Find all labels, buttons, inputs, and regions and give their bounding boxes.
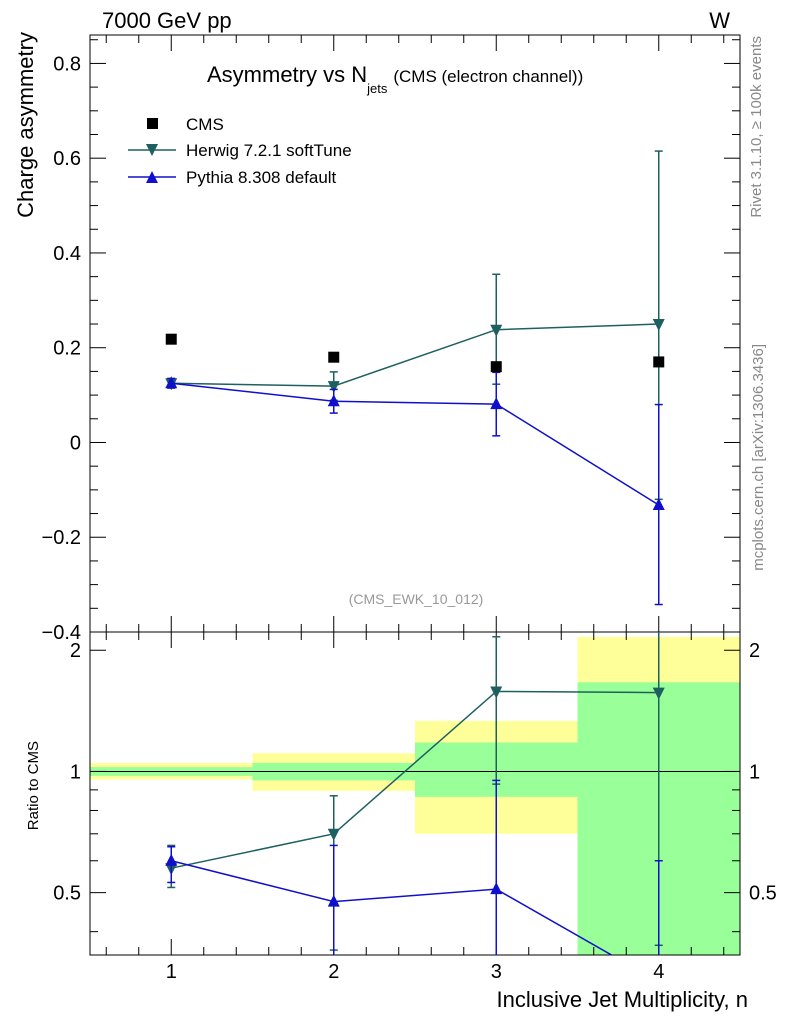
- axes: −0.4 −0.2 0 0.2 0.4 0.6 0.8 0.5 0.5 1 1 2 2 1 2 3 4: [42, 34, 777, 983]
- cms-marker: [165, 333, 177, 345]
- main-ytick-label: 0.8: [53, 53, 81, 75]
- legend-label-pythia: Pythia 8.308 default: [186, 168, 337, 187]
- legend-marker-herwig: [146, 144, 158, 156]
- cms-marker: [653, 356, 665, 368]
- herwig-line-ratio: [171, 690, 659, 869]
- pythia-marker-main: [652, 498, 665, 511]
- ratio-ytick-label-right: 2: [749, 640, 760, 662]
- main-ytick-label: 0.4: [53, 243, 81, 265]
- x-tick-label: 2: [328, 961, 339, 983]
- header-left: 7000 GeV pp: [102, 8, 232, 33]
- pythia-marker-main: [490, 397, 503, 410]
- ratio-ytick-label-right: 1: [749, 761, 760, 783]
- series-layer: [165, 150, 665, 955]
- herwig-marker-main: [327, 381, 340, 394]
- legend-marker-pythia: [146, 171, 158, 183]
- side-label-rivet: Rivet 3.1.10, ≥ 100k events: [748, 36, 765, 218]
- side-label-mcplots: mcplots.cern.ch [arXiv:1306.3436]: [750, 344, 767, 571]
- x-tick-label: 1: [166, 961, 177, 983]
- y-axis-label-main: Charge asymmetry: [13, 32, 38, 218]
- chart-title-main: Asymmetry vs N: [207, 62, 367, 87]
- chart-title: Asymmetry vs Njets (CMS (electron channel…: [207, 62, 583, 96]
- herwig-marker-ratio: [327, 828, 340, 841]
- x-axis-label: Inclusive Jet Multiplicity, n: [497, 987, 748, 1012]
- pythia-line-ratio: [171, 860, 614, 955]
- legend-label-cms: CMS: [186, 115, 224, 134]
- header-right: W: [709, 8, 730, 33]
- herwig-marker-ratio: [490, 686, 503, 699]
- chart-title-sub: jets: [366, 81, 388, 96]
- x-tick-label: 4: [653, 961, 664, 983]
- cms-marker: [490, 361, 502, 373]
- herwig-marker-main: [490, 324, 503, 337]
- pythia-marker-ratio: [490, 882, 503, 895]
- herwig-marker-main: [652, 319, 665, 332]
- pythia-marker-main: [327, 394, 340, 407]
- cms-marker: [328, 351, 340, 363]
- legend-label-herwig: Herwig 7.2.1 softTune: [186, 141, 352, 160]
- legend-marker-cms: [147, 118, 158, 129]
- ratio-ytick-label-left: 0.5: [53, 883, 81, 905]
- ratio-ytick-label-left: 2: [70, 640, 81, 662]
- herwig-line-main: [171, 323, 659, 387]
- herwig-marker-ratio: [652, 687, 665, 700]
- main-ytick-label: −0.2: [42, 527, 81, 549]
- x-tick-label: 3: [491, 961, 502, 983]
- main-ytick-label: 0.2: [53, 338, 81, 360]
- pythia-marker-main: [165, 376, 178, 389]
- y-axis-label-ratio: Ratio to CMS: [25, 741, 42, 830]
- ratio-ytick-label-left: 1: [70, 761, 81, 783]
- pythia-line-main: [171, 382, 660, 506]
- chart-title-suffix: (CMS (electron channel)): [393, 67, 583, 86]
- pythia-marker-ratio: [165, 853, 178, 866]
- legend: CMS Herwig 7.2.1 softTune Pythia 8.308 d…: [128, 115, 352, 187]
- ratio-panel-frame: [89, 631, 741, 956]
- main-ytick-label: −0.4: [42, 622, 81, 644]
- watermark: (CMS_EWK_10_012): [349, 591, 484, 607]
- main-ytick-label: 0.6: [53, 148, 81, 170]
- main-ytick-label: 0: [70, 432, 81, 454]
- ratio-bands: [90, 636, 740, 955]
- ratio-ytick-label-right: 0.5: [749, 883, 777, 905]
- pythia-marker-ratio: [327, 894, 340, 907]
